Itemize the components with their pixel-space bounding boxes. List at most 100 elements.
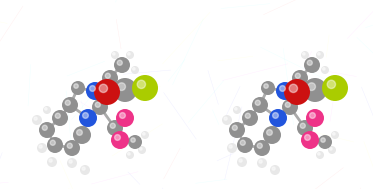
Circle shape (269, 109, 287, 127)
Circle shape (82, 113, 88, 118)
Circle shape (222, 115, 232, 125)
Circle shape (99, 84, 107, 93)
Circle shape (34, 117, 37, 120)
Circle shape (32, 115, 42, 125)
Circle shape (242, 110, 258, 126)
Circle shape (43, 106, 51, 114)
Circle shape (321, 66, 329, 74)
Circle shape (316, 51, 324, 59)
Circle shape (113, 53, 115, 55)
Circle shape (64, 140, 80, 156)
Circle shape (297, 120, 313, 136)
Circle shape (65, 100, 70, 105)
Circle shape (131, 138, 135, 142)
Circle shape (303, 78, 327, 102)
Circle shape (267, 130, 272, 135)
Circle shape (142, 133, 145, 135)
Circle shape (257, 158, 267, 168)
Circle shape (137, 80, 145, 88)
Circle shape (229, 145, 232, 148)
Circle shape (229, 122, 245, 138)
Circle shape (128, 53, 130, 55)
Circle shape (49, 159, 52, 162)
Circle shape (318, 135, 332, 149)
Circle shape (317, 53, 320, 55)
Circle shape (259, 160, 262, 163)
Circle shape (227, 143, 237, 153)
Circle shape (295, 73, 300, 78)
Circle shape (331, 131, 339, 139)
Circle shape (317, 153, 320, 155)
Circle shape (37, 143, 47, 153)
Circle shape (305, 135, 310, 140)
Circle shape (285, 102, 290, 107)
Circle shape (307, 60, 312, 65)
Circle shape (240, 140, 245, 145)
Circle shape (67, 143, 72, 148)
Circle shape (255, 100, 260, 105)
Circle shape (76, 130, 82, 135)
Circle shape (280, 86, 285, 91)
Circle shape (47, 157, 57, 167)
Circle shape (118, 83, 125, 91)
Circle shape (71, 81, 85, 95)
Circle shape (304, 57, 320, 73)
Circle shape (52, 110, 68, 126)
Circle shape (126, 51, 134, 59)
Circle shape (301, 51, 309, 59)
Circle shape (95, 102, 100, 107)
Circle shape (261, 81, 275, 95)
Circle shape (276, 82, 294, 100)
Circle shape (327, 80, 336, 88)
Circle shape (328, 146, 336, 154)
Circle shape (272, 167, 275, 170)
Circle shape (62, 97, 78, 113)
Circle shape (115, 135, 120, 140)
Circle shape (273, 113, 278, 118)
Circle shape (105, 73, 110, 78)
Circle shape (117, 60, 122, 65)
Circle shape (322, 75, 348, 101)
Circle shape (239, 159, 242, 162)
Circle shape (245, 113, 250, 118)
Circle shape (79, 109, 97, 127)
Circle shape (128, 153, 130, 155)
Circle shape (82, 167, 85, 170)
Circle shape (282, 99, 298, 115)
Circle shape (237, 137, 253, 153)
Circle shape (80, 165, 90, 175)
Circle shape (47, 137, 63, 153)
Circle shape (237, 157, 247, 167)
Circle shape (45, 108, 47, 110)
Circle shape (235, 108, 237, 110)
Circle shape (74, 84, 78, 88)
Circle shape (55, 113, 60, 118)
Circle shape (42, 125, 47, 130)
Circle shape (92, 99, 108, 115)
Circle shape (111, 51, 119, 59)
Circle shape (131, 66, 139, 74)
Circle shape (303, 53, 305, 55)
Circle shape (141, 131, 149, 139)
Circle shape (107, 120, 123, 136)
Circle shape (138, 146, 146, 154)
Circle shape (321, 138, 325, 142)
Circle shape (39, 145, 42, 148)
Circle shape (306, 109, 324, 127)
Circle shape (128, 135, 142, 149)
Circle shape (67, 158, 77, 168)
Circle shape (233, 106, 241, 114)
Circle shape (289, 84, 298, 93)
Circle shape (90, 86, 95, 91)
Circle shape (94, 79, 120, 105)
Circle shape (132, 75, 158, 101)
Circle shape (254, 140, 270, 156)
Circle shape (116, 109, 134, 127)
Circle shape (301, 131, 319, 149)
Circle shape (316, 151, 324, 159)
Circle shape (224, 117, 227, 120)
Circle shape (113, 78, 137, 102)
Circle shape (300, 123, 305, 128)
Circle shape (102, 70, 118, 86)
Circle shape (257, 143, 262, 148)
